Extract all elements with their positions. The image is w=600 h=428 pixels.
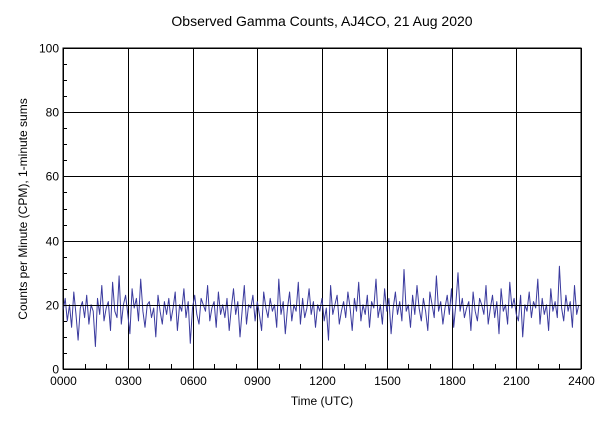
series-group xyxy=(62,265,580,347)
y-tick-label: 100 xyxy=(39,42,59,56)
x-tick-label: 0900 xyxy=(244,374,271,388)
y-tick-label: 60 xyxy=(46,170,60,184)
x-tick-label: 0300 xyxy=(115,374,142,388)
x-tick-label: 2400 xyxy=(568,374,595,388)
x-tick-label: 2100 xyxy=(503,374,530,388)
grid xyxy=(63,48,582,370)
x-tick-label: 1200 xyxy=(309,374,336,388)
plot-frame xyxy=(62,47,582,370)
x-tick-label: 1800 xyxy=(439,374,466,388)
chart-title: Observed Gamma Counts, AJ4CO, 21 Aug 202… xyxy=(171,13,472,29)
y-axis-label: Counts per Minute (CPM), 1-minute sums xyxy=(16,98,30,319)
y-tick-label: 20 xyxy=(46,299,60,313)
x-tick-label: 1500 xyxy=(374,374,401,388)
x-tick-label: 0000 xyxy=(50,374,77,388)
y-axis: 0 20 40 60 80 100 xyxy=(39,42,67,377)
x-axis-label: Time (UTC) xyxy=(291,394,353,408)
y-tick-label: 0 xyxy=(52,363,59,377)
x-tick-label: 0600 xyxy=(180,374,207,388)
y-tick-label: 40 xyxy=(46,235,60,249)
y-tick-label: 80 xyxy=(46,106,60,120)
series-line-cpm xyxy=(62,265,580,347)
x-axis: 0000 0300 0600 0900 1200 1500 1800 2100 2400 xyxy=(50,364,595,388)
